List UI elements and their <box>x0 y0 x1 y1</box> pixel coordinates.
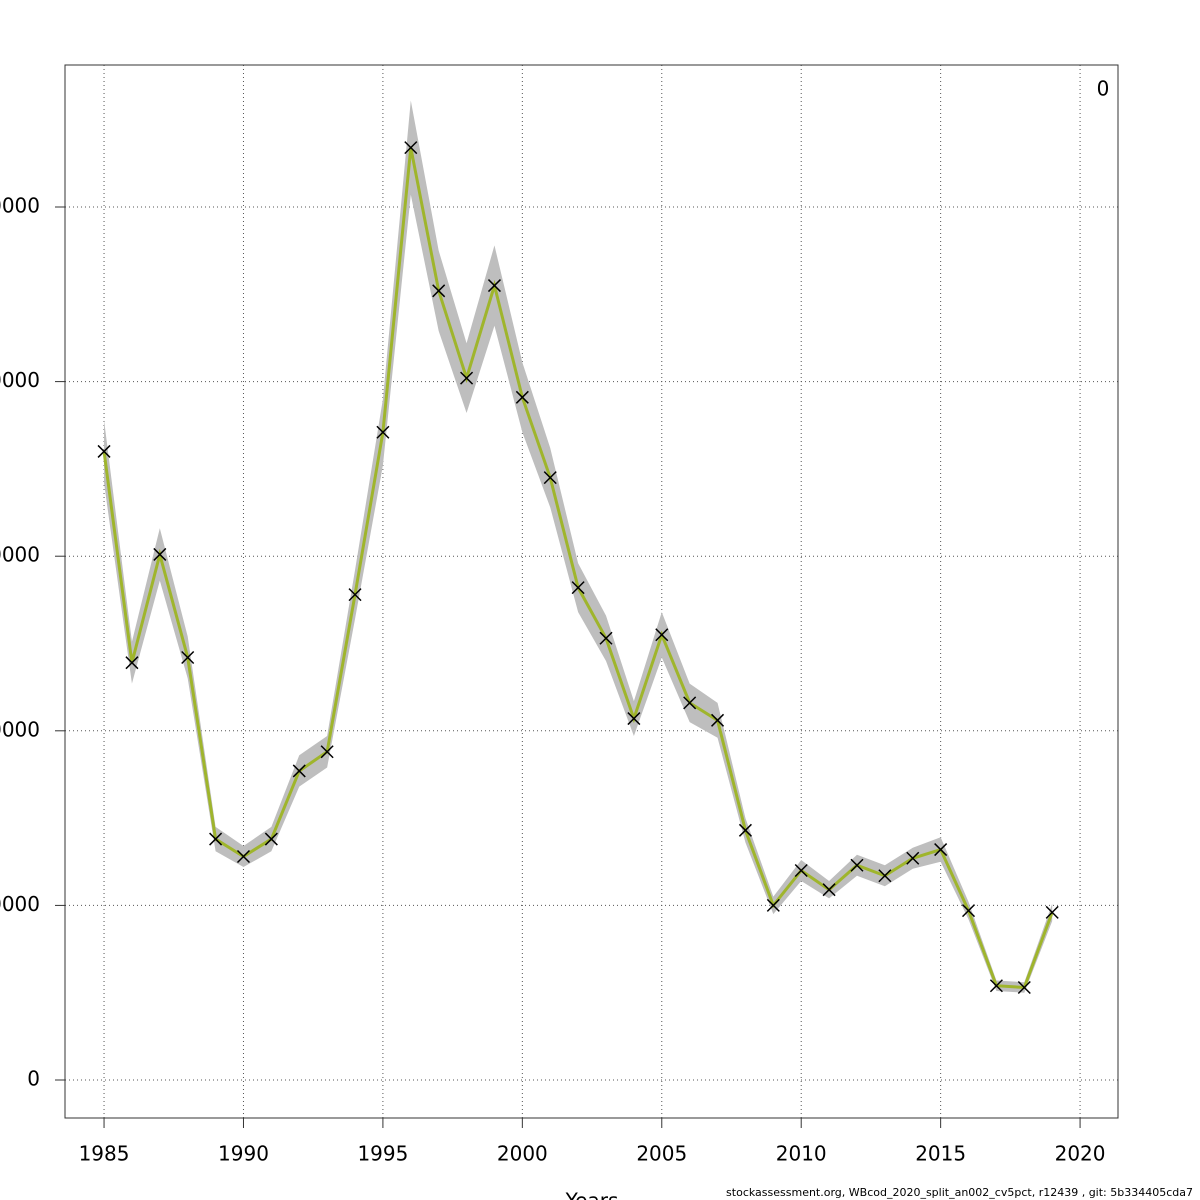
x-tick-label: 1995 <box>357 1142 408 1166</box>
point-marker <box>376 425 390 439</box>
point-marker <box>209 832 223 846</box>
point-marker <box>320 745 334 759</box>
point-marker <box>961 904 976 918</box>
y-tick-label: 0 <box>27 1067 40 1091</box>
x-tick-label: 2005 <box>636 1142 687 1166</box>
point-marker <box>404 141 418 155</box>
point-marker <box>1045 905 1059 919</box>
x-axis-label: Years <box>565 1189 619 1200</box>
point-marker <box>432 284 446 298</box>
point-marker <box>181 650 195 665</box>
plot-frame <box>64 64 1119 1119</box>
point-marker <box>543 471 557 485</box>
x-tick-label: 1985 <box>79 1142 130 1166</box>
y-tick-label: 50000 <box>0 194 40 218</box>
x-tick-label: 2020 <box>1055 1142 1106 1166</box>
point-marker <box>683 696 697 710</box>
point-marker <box>236 849 251 864</box>
y-tick-label: 20000 <box>0 717 40 741</box>
point-marker <box>989 979 1003 993</box>
point-marker <box>906 851 920 865</box>
point-marker <box>153 547 167 561</box>
y-tick-label: 30000 <box>0 543 40 567</box>
point-marker <box>627 712 641 726</box>
y-tick-label: 40000 <box>0 368 40 392</box>
point-marker <box>934 843 948 857</box>
footer: stockassessment.org, WBcod_2020_split_an… <box>726 1186 1193 1199</box>
point-marker <box>655 628 669 642</box>
point-marker <box>794 863 808 878</box>
point-marker <box>822 883 836 897</box>
point-marker <box>850 858 864 872</box>
x-tick-label: 2015 <box>915 1142 966 1166</box>
corner-label: 0 <box>1097 77 1110 101</box>
point-marker <box>460 371 474 385</box>
point-marker <box>348 588 362 602</box>
point-marker <box>571 581 585 595</box>
point-marker <box>711 713 725 727</box>
y-tick-label: 10000 <box>0 892 40 916</box>
point-marker <box>97 444 111 458</box>
x-tick-label: 1990 <box>218 1142 269 1166</box>
point-marker <box>292 764 306 778</box>
point-marker <box>1017 980 1031 994</box>
x-tick-label: 2010 <box>776 1142 827 1166</box>
point-marker <box>878 869 892 883</box>
point-marker <box>487 279 501 293</box>
x-tick-label: 2000 <box>497 1142 548 1166</box>
point-marker <box>738 823 752 837</box>
point-marker <box>766 898 780 912</box>
point-marker <box>125 656 139 670</box>
point-marker <box>599 631 613 645</box>
point-marker <box>515 390 529 404</box>
point-marker <box>264 832 278 846</box>
